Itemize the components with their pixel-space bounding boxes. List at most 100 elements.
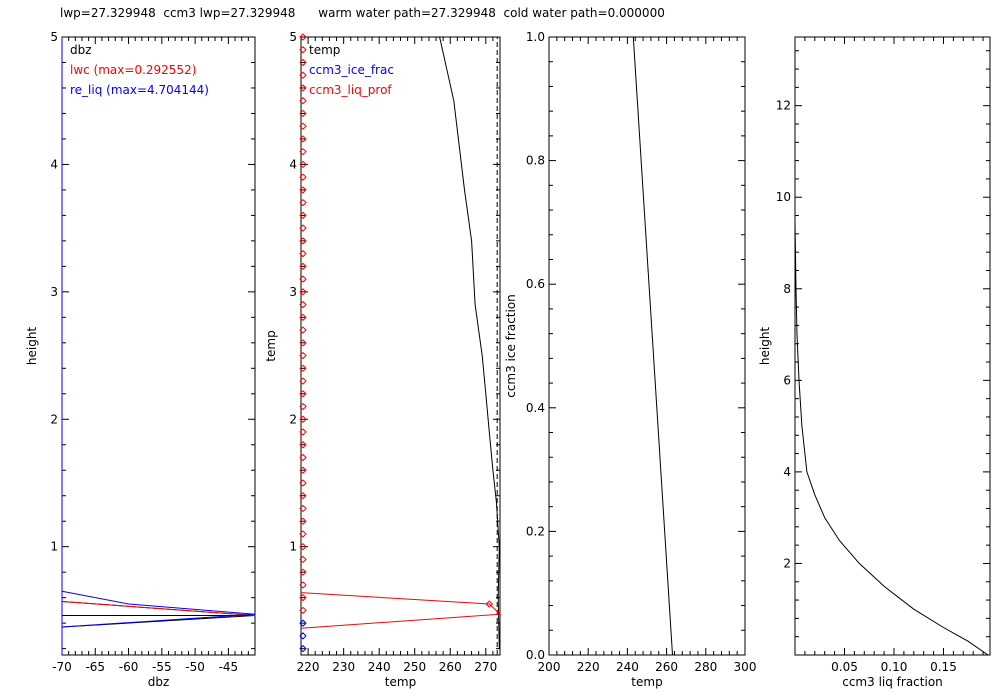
temp-marker xyxy=(299,441,307,449)
temp-marker xyxy=(299,288,307,296)
ice-fraction-xtick-label: 300 xyxy=(734,660,757,674)
temp-xtick-label: 260 xyxy=(439,660,462,674)
temp-marker xyxy=(299,542,307,551)
dbz-y-axis-title: height xyxy=(25,327,39,366)
temp-y-axis-title: temp xyxy=(264,330,278,361)
temp-ytick-label: 5 xyxy=(289,30,297,44)
temp-marker xyxy=(299,619,307,627)
temp-ytick-label: 1 xyxy=(289,540,297,554)
temp-marker xyxy=(299,517,307,525)
temp-marker xyxy=(299,632,307,640)
temp-marker xyxy=(299,504,307,513)
dbz-series-lwc xyxy=(61,601,256,616)
liq-fraction-ytick-label: 2 xyxy=(783,556,791,570)
temp-marker xyxy=(299,390,307,398)
liq-fraction-y-axis-title: height xyxy=(758,327,772,366)
temp-ytick-label: 4 xyxy=(289,157,297,171)
ice-fraction-xtick-label: 280 xyxy=(694,660,717,674)
temp-marker xyxy=(299,415,307,423)
temp-marker xyxy=(299,147,307,156)
ice-fraction-ytick-label: 0.2 xyxy=(526,524,545,538)
ice-fraction-ytick-label: 1.0 xyxy=(526,30,545,44)
temp-xtick-label: 230 xyxy=(332,660,355,674)
temp-frame xyxy=(300,36,501,656)
temp-marker xyxy=(299,237,307,245)
temp-marker xyxy=(299,262,307,271)
dbz-ytick-label: 4 xyxy=(50,157,58,171)
temp-marker xyxy=(299,377,307,385)
temp-marker xyxy=(299,84,307,92)
dbz-xtick-label: -60 xyxy=(119,660,139,674)
temp-marker xyxy=(299,249,307,258)
dbz-xtick-label: -50 xyxy=(185,660,205,674)
temp-legend-0: temp xyxy=(309,43,340,57)
dbz-xtick-label: -55 xyxy=(152,660,172,674)
temp-marker xyxy=(299,224,307,232)
temp-marker xyxy=(299,275,307,283)
ice-fraction-xtick-label: 220 xyxy=(577,660,600,674)
temp-marker xyxy=(299,479,307,487)
dbz-ytick-label: 3 xyxy=(50,285,58,299)
ice-fraction-xtick-label: 240 xyxy=(616,660,639,674)
dbz-xtick-label: -45 xyxy=(219,660,239,674)
temp-marker xyxy=(299,198,307,207)
temp-marker xyxy=(299,606,307,615)
temp-legend-2: ccm3_liq_prof xyxy=(309,83,392,97)
ice-fraction-ytick-label: 0.8 xyxy=(526,154,545,168)
temp-xtick-label: 240 xyxy=(368,660,391,674)
liq-fraction-xtick-label: 0.15 xyxy=(930,660,957,674)
temp-marker xyxy=(299,466,307,474)
temp-x-axis-title: temp xyxy=(385,675,416,689)
liq-fraction-x-axis-title: ccm3 liq fraction xyxy=(842,675,943,689)
dbz-series-dbz xyxy=(61,601,256,628)
temp-series-temp xyxy=(439,36,500,649)
liq-fraction-series-liq_frac xyxy=(794,220,989,656)
ice-fraction-ytick-label: 0.4 xyxy=(526,401,545,415)
temp-marker xyxy=(299,46,307,54)
temp-marker xyxy=(299,33,307,41)
temp-marker xyxy=(299,58,307,67)
dbz-ytick-label: 5 xyxy=(50,30,58,44)
temp-ytick-label: 3 xyxy=(289,285,297,299)
liq-fraction-ytick-label: 8 xyxy=(783,282,791,296)
temp-marker xyxy=(299,492,307,500)
temp-marker xyxy=(299,135,307,143)
temp-marker xyxy=(299,568,307,576)
liq-fraction-ytick-label: 4 xyxy=(783,465,791,479)
ice-fraction-ytick-label: 0.0 xyxy=(526,648,545,662)
dbz-xtick-label: -70 xyxy=(52,660,72,674)
dbz-ytick-label: 2 xyxy=(50,412,58,426)
temp-marker xyxy=(299,644,307,653)
dbz-series-re_liq xyxy=(61,590,256,628)
ice-fraction-frame xyxy=(548,36,746,656)
temp-marker xyxy=(299,173,307,181)
temp-marker xyxy=(299,428,307,436)
temp-marker xyxy=(299,97,307,105)
temp-series-ccm3_liq_prof xyxy=(300,592,502,629)
temp-xtick-label: 220 xyxy=(297,660,320,674)
liq-fraction-ytick-label: 6 xyxy=(783,373,791,387)
chart-title: lwp=27.329948 ccm3 lwp=27.329948 warm wa… xyxy=(60,6,665,20)
ice-fraction-ytick-label: 0.6 xyxy=(526,277,545,291)
temp-marker xyxy=(299,160,307,169)
ice-fraction-x-axis-title: temp xyxy=(631,675,662,689)
temp-marker xyxy=(299,581,307,589)
temp-marker xyxy=(299,339,307,347)
temp-xtick-label: 270 xyxy=(474,660,497,674)
dbz-ytick-label: 1 xyxy=(50,540,58,554)
temp-marker xyxy=(299,453,307,462)
ice-fraction-xtick-label: 200 xyxy=(538,660,561,674)
temp-marker xyxy=(299,530,307,538)
temp-marker xyxy=(299,300,307,309)
temp-legend-1: ccm3_ice_frac xyxy=(309,63,394,77)
temp-marker xyxy=(299,555,307,564)
temp-marker xyxy=(299,186,307,194)
ice-fraction-xtick-label: 260 xyxy=(655,660,678,674)
dbz-x-axis-title: dbz xyxy=(148,675,170,689)
liq-fraction-xtick-label: 0.05 xyxy=(831,660,858,674)
temp-marker xyxy=(299,71,307,79)
temp-marker xyxy=(299,109,307,118)
dbz-frame xyxy=(61,36,256,656)
dbz-legend-0: dbz xyxy=(70,43,92,57)
